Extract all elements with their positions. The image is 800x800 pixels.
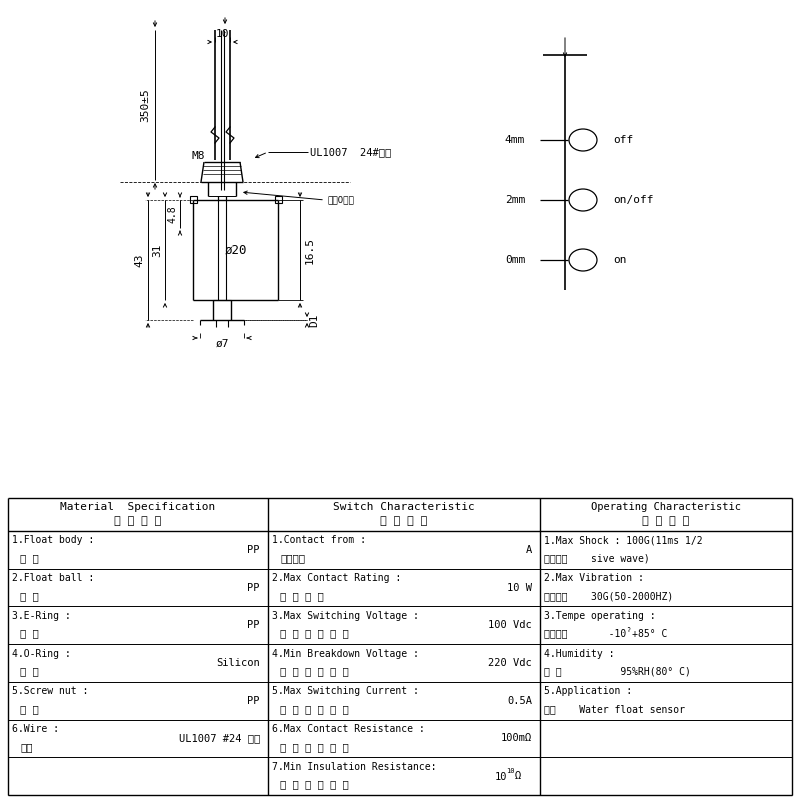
Text: Switch Characteristic: Switch Characteristic — [333, 502, 475, 513]
Text: 3.Tempe operating :: 3.Tempe operating : — [544, 611, 656, 621]
Text: ø7: ø7 — [215, 339, 229, 349]
Text: UL1007  24#黄色: UL1007 24#黄色 — [310, 147, 391, 157]
Text: 螺 母: 螺 母 — [20, 704, 38, 714]
Text: 1.Max Shock : 100G(11ms 1/2: 1.Max Shock : 100G(11ms 1/2 — [544, 535, 702, 546]
Text: 最 大 接 触 电 阑: 最 大 接 触 电 阑 — [280, 742, 349, 752]
Text: 最 大 功 率: 最 大 功 率 — [280, 591, 324, 601]
Text: on/off: on/off — [613, 195, 654, 205]
Text: 使 用 特 性: 使 用 特 性 — [642, 517, 690, 526]
Text: Ω: Ω — [515, 771, 521, 781]
Text: 垫 片: 垫 片 — [20, 666, 38, 676]
Text: 接触方式: 接触方式 — [280, 553, 305, 563]
Text: 红色O型圈: 红色O型圈 — [328, 195, 355, 205]
Text: off: off — [613, 135, 634, 145]
Text: PP: PP — [247, 620, 260, 630]
Text: 最大震动    sive wave): 最大震动 sive wave) — [544, 553, 650, 563]
Text: 6.Wire :: 6.Wire : — [12, 724, 59, 734]
Text: A: A — [526, 545, 532, 555]
Text: 材 质 规 格: 材 质 规 格 — [114, 517, 162, 526]
Text: 10: 10 — [506, 768, 514, 774]
Bar — [190, 196, 197, 203]
Text: PP: PP — [247, 545, 260, 555]
Text: 16.5: 16.5 — [305, 237, 315, 263]
Text: 湿 度          95%RH(80° C): 湿 度 95%RH(80° C) — [544, 666, 691, 676]
Text: 本 体: 本 体 — [20, 553, 38, 563]
Text: 最大振幅    30G(50-2000HZ): 最大振幅 30G(50-2000HZ) — [544, 591, 674, 601]
Text: 10: 10 — [494, 772, 507, 782]
Text: 350±5: 350±5 — [140, 88, 150, 122]
Text: 5.Max Switching Current :: 5.Max Switching Current : — [272, 686, 419, 696]
Text: 最 大 开 关 电 流: 最 大 开 关 电 流 — [280, 704, 349, 714]
Text: 3.Max Switching Voltage :: 3.Max Switching Voltage : — [272, 611, 419, 621]
Text: on: on — [613, 255, 626, 265]
Text: 2.Max Vibration :: 2.Max Vibration : — [544, 573, 644, 583]
Text: 0.5A: 0.5A — [507, 696, 532, 706]
Text: 0mm: 0mm — [505, 255, 525, 265]
Text: 2.Float ball :: 2.Float ball : — [12, 573, 94, 583]
Text: 100mΩ: 100mΩ — [501, 734, 532, 743]
Text: 浮 球: 浮 球 — [20, 591, 38, 601]
Text: 4.O-Ring :: 4.O-Ring : — [12, 649, 70, 658]
Text: 最 小 崩 溃 电 压: 最 小 崩 溃 电 压 — [280, 666, 349, 676]
Text: 4.8: 4.8 — [167, 205, 177, 223]
Text: 4.Min Breakdown Voltage :: 4.Min Breakdown Voltage : — [272, 649, 419, 658]
Text: 1.Contact from :: 1.Contact from : — [272, 535, 366, 546]
Text: 10: 10 — [215, 29, 229, 39]
Text: 4.Humidity :: 4.Humidity : — [544, 649, 614, 658]
Text: 档 片: 档 片 — [20, 629, 38, 638]
Text: 线材: 线材 — [20, 742, 33, 752]
Text: 最 大 开 关 电 压: 最 大 开 关 电 压 — [280, 629, 349, 638]
Text: 4mm: 4mm — [505, 135, 525, 145]
Text: 簧 管 描 述: 簧 管 描 述 — [380, 517, 428, 526]
Text: 应用    Water float sensor: 应用 Water float sensor — [544, 704, 685, 714]
Text: Silicon: Silicon — [216, 658, 260, 668]
Text: 6.Max Contact Resistance :: 6.Max Contact Resistance : — [272, 724, 425, 734]
Text: Material  Specification: Material Specification — [60, 502, 216, 513]
Bar — [275, 196, 282, 203]
Text: M8: M8 — [192, 151, 206, 161]
Text: UL1007 #24 黑色: UL1007 #24 黑色 — [178, 734, 260, 743]
Text: 10 W: 10 W — [507, 582, 532, 593]
Text: 5.Screw nut :: 5.Screw nut : — [12, 686, 88, 696]
Text: 5.Application :: 5.Application : — [544, 686, 632, 696]
Text: 2.Max Contact Rating :: 2.Max Contact Rating : — [272, 573, 402, 583]
Text: 100 Vdc: 100 Vdc — [488, 620, 532, 630]
Text: 最 小 绝 缘 电 阑: 最 小 绝 缘 电 阑 — [280, 779, 349, 790]
Text: 7.Min Insulation Resistance:: 7.Min Insulation Resistance: — [272, 762, 437, 772]
Text: PP: PP — [247, 696, 260, 706]
Text: D1: D1 — [309, 314, 319, 326]
Text: 3.E-Ring :: 3.E-Ring : — [12, 611, 70, 621]
Text: Operating Characteristic: Operating Characteristic — [591, 502, 741, 513]
Text: 43: 43 — [134, 254, 144, 266]
Text: 使用温度       -10ˀ+85° C: 使用温度 -10ˀ+85° C — [544, 628, 667, 639]
Text: 31: 31 — [152, 243, 162, 257]
Text: 1.Float body :: 1.Float body : — [12, 535, 94, 546]
Text: PP: PP — [247, 582, 260, 593]
Text: ø20: ø20 — [224, 243, 246, 257]
Text: 2mm: 2mm — [505, 195, 525, 205]
Text: 220 Vdc: 220 Vdc — [488, 658, 532, 668]
